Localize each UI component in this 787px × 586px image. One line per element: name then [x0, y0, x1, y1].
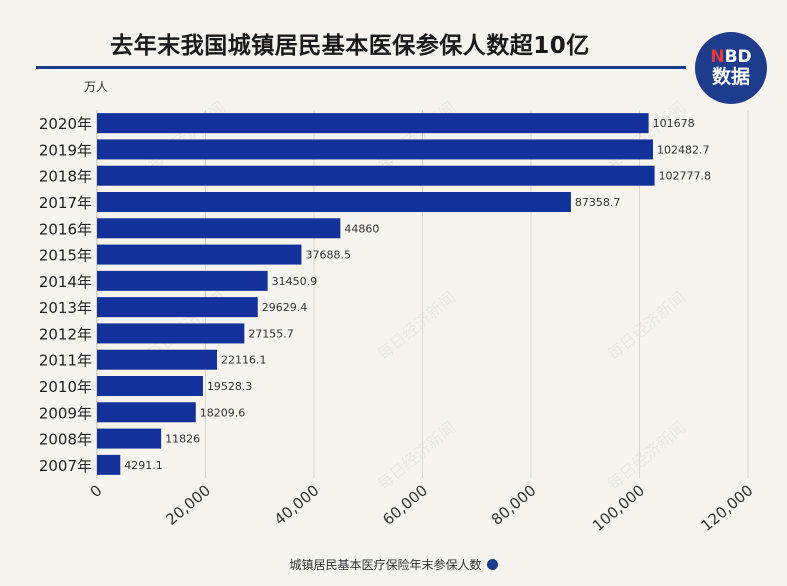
watermark-text: 每日经济新闻 — [604, 418, 690, 494]
bar — [97, 376, 203, 396]
unit-label: 万人 — [84, 80, 109, 94]
y-tick-label: 2007年 — [39, 457, 92, 475]
bar — [97, 402, 196, 423]
legend-label: 城镇居民基本医疗保险年末参保人数 — [289, 558, 482, 572]
bar — [97, 297, 258, 318]
y-tick-label: 2010年 — [39, 378, 92, 396]
data-label: 87358.7 — [575, 196, 621, 209]
bar — [97, 218, 341, 239]
bar — [97, 454, 121, 475]
data-label: 37688.5 — [305, 249, 351, 262]
y-axis-labels: 2020年 2019年 2018年 2017年 2016年 2015年 2014年 2013年… — [39, 115, 92, 475]
data-label: 102482.7 — [657, 143, 710, 156]
watermark-text: 每日经济新闻 — [374, 98, 460, 174]
bar — [97, 192, 571, 212]
data-label: 22116.1 — [221, 354, 267, 367]
data-label: 101678 — [653, 117, 695, 130]
watermark-text: 每日经济新闻 — [374, 418, 460, 494]
x-tick-label: 20,000 — [162, 481, 214, 529]
x-tick-label: 40,000 — [271, 481, 323, 529]
bar — [97, 113, 649, 134]
watermark-text: 每日经济新闻 — [374, 288, 460, 364]
data-label: 18209.6 — [200, 406, 246, 419]
bar — [97, 165, 655, 186]
bar — [97, 244, 302, 265]
y-tick-label: 2016年 — [39, 220, 92, 238]
legend: 城镇居民基本医疗保险年末参保人数 — [0, 556, 787, 573]
y-tick-label: 2012年 — [39, 325, 92, 343]
y-tick-label: 2013年 — [39, 299, 92, 317]
chart-title: 去年末我国城镇居民基本医保参保人数超10亿 — [110, 33, 590, 59]
bar — [97, 323, 245, 344]
y-tick-label: 2014年 — [39, 273, 92, 291]
data-label: 11826 — [165, 433, 200, 446]
bar — [97, 139, 653, 160]
legend-swatch — [486, 559, 498, 570]
x-tick-label: 0 — [87, 481, 106, 501]
y-tick-label: 2019年 — [39, 141, 92, 159]
logo-brand: NBD — [710, 47, 752, 67]
bar — [97, 349, 217, 370]
data-label: 19528.3 — [207, 380, 253, 393]
bar — [97, 270, 268, 291]
y-tick-label: 2011年 — [39, 352, 92, 370]
data-label: 27155.7 — [248, 327, 294, 340]
data-label: 4291.1 — [124, 459, 163, 472]
y-tick-label: 2015年 — [39, 247, 92, 265]
bars — [97, 113, 655, 475]
y-tick-label: 2020年 — [39, 115, 92, 133]
x-tick-label: 120,000 — [697, 481, 756, 535]
data-label: 29629.4 — [262, 301, 308, 314]
data-label: 44860 — [344, 222, 379, 235]
logo-sub: 数据 — [711, 66, 750, 88]
y-tick-label: 2017年 — [39, 194, 92, 212]
y-tick-label: 2009年 — [39, 404, 92, 422]
nbd-logo: NBD 数据 — [695, 32, 767, 104]
x-tick-label: 80,000 — [488, 481, 540, 529]
value-labels: 101678 102482.7 102777.8 87358.7 44860 37688.… — [124, 117, 711, 472]
watermark-text: 每日经济新闻 — [144, 98, 230, 174]
grid-lines — [96, 110, 749, 478]
y-tick-label: 2018年 — [39, 168, 92, 186]
data-label: 31450.9 — [272, 275, 318, 288]
y-tick-label: 2008年 — [39, 431, 92, 449]
x-axis-labels: 0 20,000 40,000 60,000 80,000 100,000 120,000 — [87, 481, 757, 535]
title-underline — [36, 66, 686, 69]
data-label: 102777.8 — [659, 170, 712, 183]
bar — [97, 428, 162, 449]
watermark-text: 每日经济新闻 — [604, 98, 690, 174]
watermark-text: 每日经济新闻 — [604, 288, 690, 364]
